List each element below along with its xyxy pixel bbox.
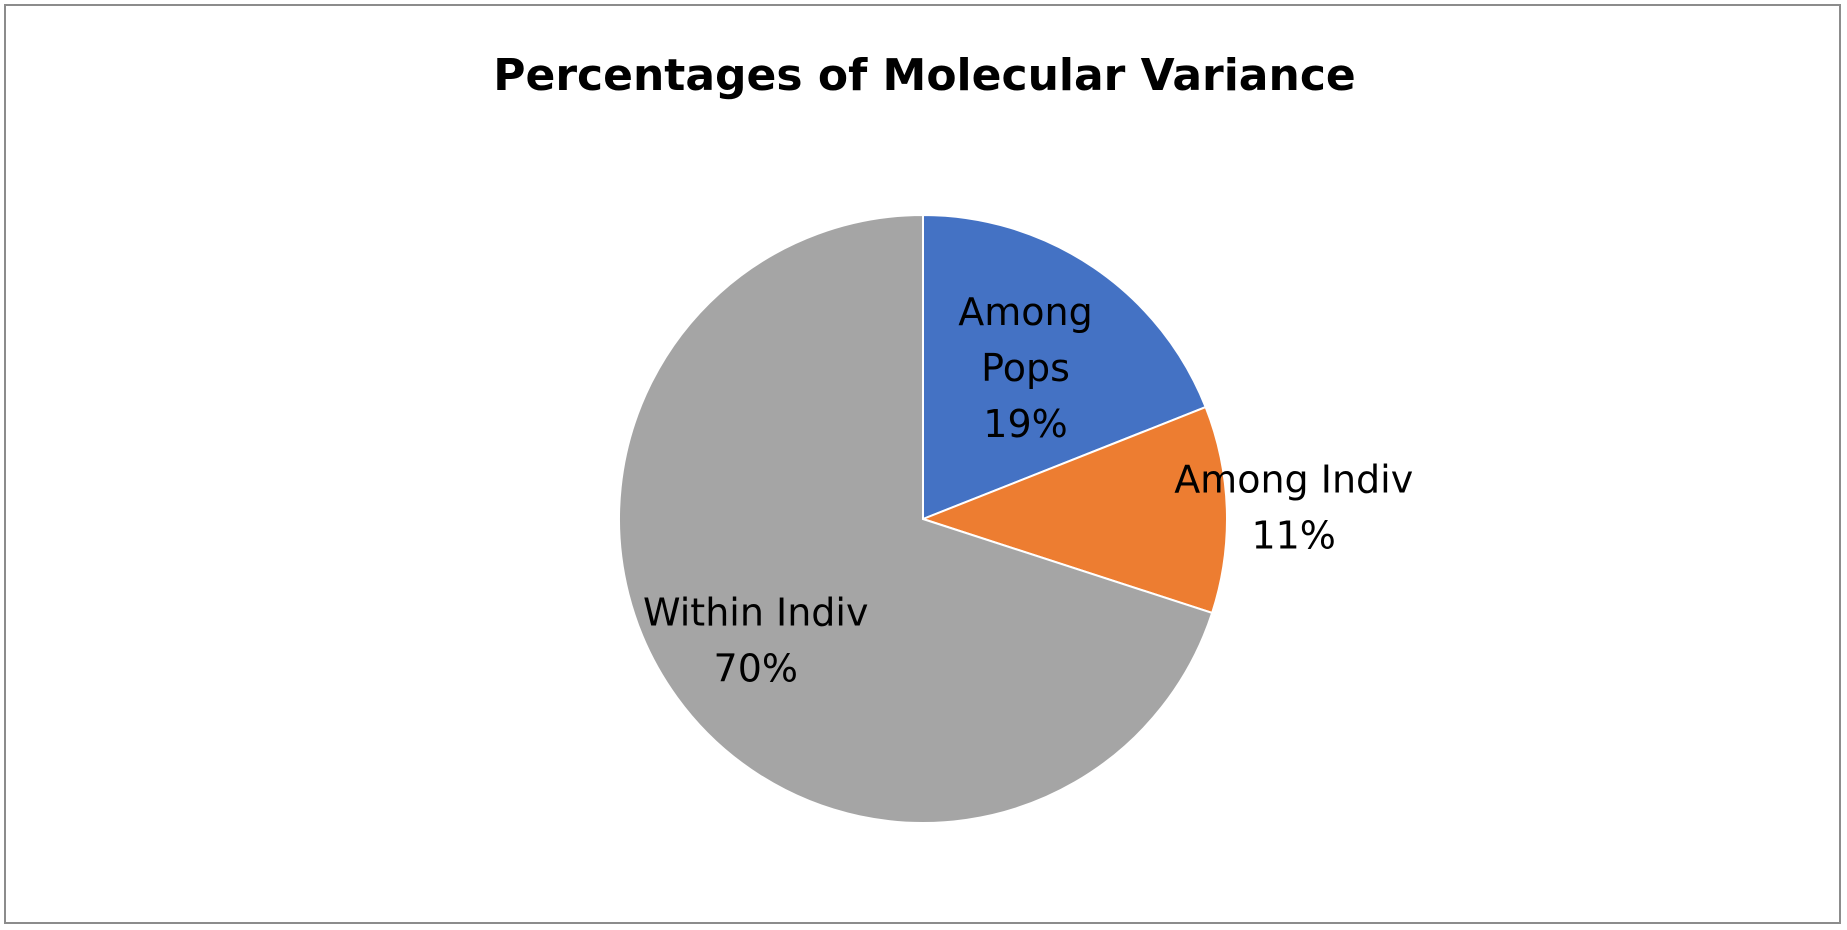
data-label-within-indiv: Within Indiv 70% xyxy=(643,591,868,691)
data-label-among-pops: Among Pops 19% xyxy=(958,290,1092,446)
chart-title: Percentages of Molecular Variance xyxy=(493,50,1356,101)
pie-slice-within-indiv xyxy=(618,213,1214,824)
data-label-among-indiv: Among Indiv 11% xyxy=(1174,457,1413,557)
pie-slices xyxy=(618,213,1228,824)
pie-slice-among-pops xyxy=(922,213,1207,521)
pie-slice-among-indiv xyxy=(920,405,1228,615)
pie-labels: Among Pops 19% Among Indiv 11% Within Indiv 70… xyxy=(643,290,1413,690)
pie-chart: Among Pops 19% Among Indiv 11% Within Indiv 70… xyxy=(618,213,1413,824)
chart-frame: Percentages of Molecular Variance Among P… xyxy=(4,4,1841,924)
